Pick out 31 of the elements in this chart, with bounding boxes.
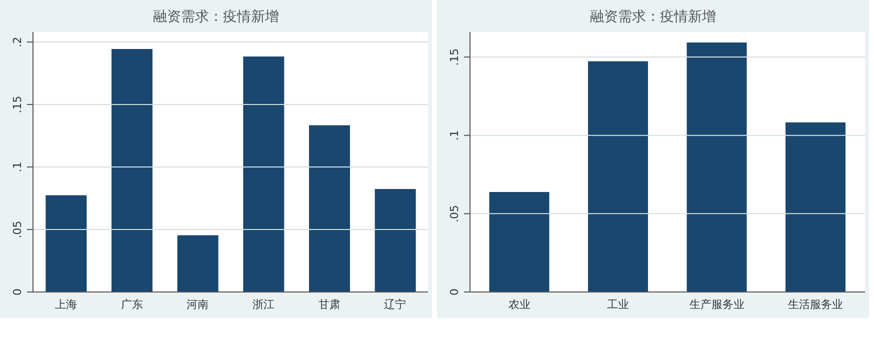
x-tick-label: 浙江 (252, 298, 274, 311)
chart-title: 融资需求：疫情新增 (589, 8, 717, 26)
bar (686, 42, 747, 292)
x-tick-label: 农业 (508, 298, 530, 311)
y-tick-label: .05 (11, 220, 24, 238)
y-tick-label: .05 (448, 204, 461, 222)
y-tick-label: .1 (11, 162, 24, 172)
bar (588, 61, 648, 292)
y-tick-label: 0 (448, 288, 461, 296)
x-tick-label: 广东 (120, 298, 143, 311)
bar (374, 189, 416, 292)
x-tick-label: 辽宁 (384, 298, 406, 311)
x-tick-label: 甘肃 (318, 298, 340, 311)
x-tick-label: 生活服务业 (788, 298, 844, 311)
y-tick-label: .15 (11, 96, 24, 114)
y-tick-label: 0 (11, 288, 24, 296)
bar (112, 49, 152, 292)
x-tick-label: 河南 (186, 298, 209, 311)
x-tick-label: 工业 (607, 298, 630, 311)
y-tick-label: .15 (448, 48, 461, 66)
chart-title: 融资需求：疫情新增 (152, 8, 280, 26)
x-tick-label: 生产服务业 (689, 298, 744, 311)
x-tick-label: 上海 (54, 298, 77, 311)
y-tick-label: .2 (11, 36, 24, 48)
y-tick-label: .1 (448, 130, 461, 141)
bar (309, 125, 350, 292)
bar (243, 56, 284, 292)
bar (786, 122, 846, 292)
bar (177, 235, 218, 292)
bar (46, 195, 87, 292)
bar (489, 192, 550, 292)
